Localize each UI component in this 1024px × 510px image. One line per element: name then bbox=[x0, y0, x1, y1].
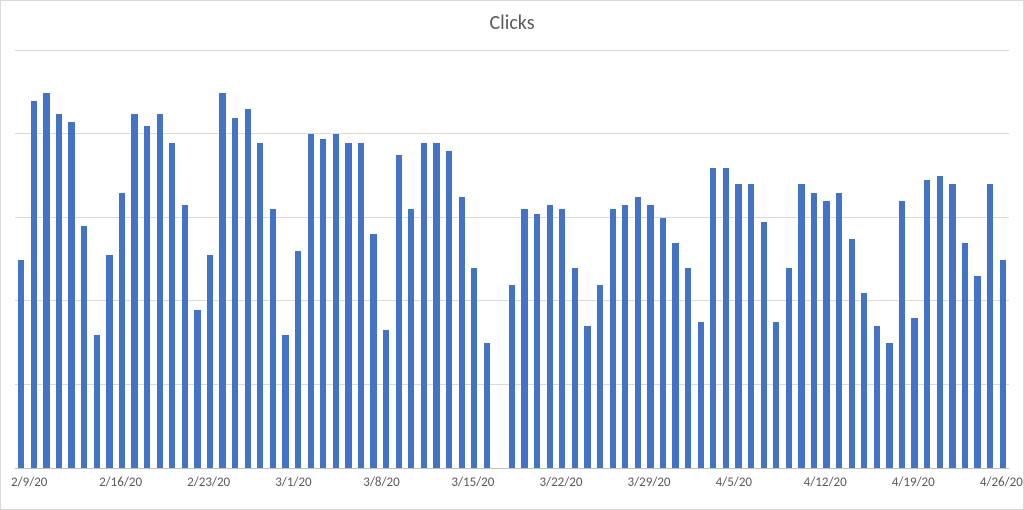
bar bbox=[207, 255, 213, 468]
bar bbox=[56, 114, 62, 468]
x-tick-label: 4/26/20 bbox=[980, 475, 1023, 490]
bar bbox=[270, 209, 276, 468]
bar bbox=[358, 143, 364, 468]
bar bbox=[685, 268, 691, 468]
x-tick-label: 2/9/20 bbox=[11, 475, 47, 490]
bar bbox=[157, 114, 163, 468]
bar bbox=[106, 255, 112, 468]
bar bbox=[408, 209, 414, 468]
bar bbox=[786, 268, 792, 468]
bar bbox=[974, 276, 980, 468]
bar bbox=[924, 180, 930, 468]
plot-area bbox=[15, 51, 1009, 469]
x-tick-label: 4/12/20 bbox=[804, 475, 847, 490]
bar bbox=[194, 310, 200, 468]
bar bbox=[723, 168, 729, 468]
bar bbox=[710, 168, 716, 468]
x-tick-label: 3/15/20 bbox=[451, 475, 494, 490]
bar bbox=[937, 176, 943, 468]
bar bbox=[622, 205, 628, 468]
bar bbox=[610, 209, 616, 468]
bar bbox=[308, 134, 314, 468]
bar bbox=[333, 134, 339, 468]
clicks-chart: Clicks 2/9/20 2/16/20 2/23/20 3/1/20 3/8/20 3… bbox=[0, 0, 1024, 510]
bar bbox=[169, 143, 175, 468]
bar bbox=[899, 201, 905, 468]
bar bbox=[761, 222, 767, 468]
x-tick-label: 3/22/20 bbox=[539, 475, 582, 490]
x-tick-label: 3/1/20 bbox=[275, 475, 311, 490]
bar bbox=[811, 193, 817, 468]
bar bbox=[446, 151, 452, 468]
bar bbox=[559, 209, 565, 468]
bar bbox=[861, 293, 867, 468]
bar bbox=[295, 251, 301, 468]
bar bbox=[597, 285, 603, 468]
bar bbox=[698, 322, 704, 468]
bars-layer bbox=[15, 51, 1009, 468]
bar bbox=[257, 143, 263, 468]
bar bbox=[509, 285, 515, 468]
bar bbox=[144, 126, 150, 468]
bar bbox=[94, 335, 100, 468]
bar bbox=[584, 326, 590, 468]
x-tick-label: 3/8/20 bbox=[363, 475, 399, 490]
bar bbox=[182, 205, 188, 468]
bar bbox=[521, 209, 527, 468]
x-axis: 2/9/202/16/202/23/203/1/203/8/203/15/203… bbox=[15, 469, 1009, 509]
bar bbox=[383, 330, 389, 468]
bar bbox=[396, 155, 402, 468]
bar bbox=[471, 268, 477, 468]
bar bbox=[987, 184, 993, 468]
bar bbox=[31, 101, 37, 468]
bar bbox=[798, 184, 804, 468]
x-tick-label: 4/5/20 bbox=[716, 475, 752, 490]
x-tick-label: 2/23/20 bbox=[187, 475, 230, 490]
bar bbox=[874, 326, 880, 468]
bar bbox=[68, 122, 74, 468]
bar bbox=[320, 139, 326, 468]
bar bbox=[949, 184, 955, 468]
bar bbox=[823, 201, 829, 468]
bar bbox=[131, 114, 137, 468]
bar bbox=[836, 193, 842, 468]
bar bbox=[282, 335, 288, 468]
bar bbox=[245, 109, 251, 468]
bar bbox=[735, 184, 741, 468]
x-tick-label: 2/16/20 bbox=[99, 475, 142, 490]
bar bbox=[911, 318, 917, 468]
bar bbox=[534, 214, 540, 468]
bar bbox=[660, 218, 666, 468]
chart-title: Clicks bbox=[1, 11, 1023, 35]
bar bbox=[18, 260, 24, 469]
bar bbox=[345, 143, 351, 468]
bar bbox=[119, 193, 125, 468]
bar bbox=[433, 143, 439, 468]
bar bbox=[635, 197, 641, 468]
x-tick-label: 4/19/20 bbox=[892, 475, 935, 490]
bar bbox=[370, 234, 376, 468]
bar bbox=[773, 322, 779, 468]
bar bbox=[547, 205, 553, 468]
bar bbox=[849, 239, 855, 468]
bar bbox=[1000, 260, 1006, 469]
bar bbox=[962, 243, 968, 468]
x-tick-label: 3/29/20 bbox=[628, 475, 671, 490]
bar bbox=[484, 343, 490, 468]
bar bbox=[232, 118, 238, 468]
bar bbox=[219, 93, 225, 468]
bar bbox=[647, 205, 653, 468]
bar bbox=[459, 197, 465, 468]
bar bbox=[886, 343, 892, 468]
bar bbox=[43, 93, 49, 468]
bar bbox=[672, 243, 678, 468]
bar bbox=[572, 268, 578, 468]
bar bbox=[81, 226, 87, 468]
bar bbox=[748, 184, 754, 468]
bar bbox=[421, 143, 427, 468]
